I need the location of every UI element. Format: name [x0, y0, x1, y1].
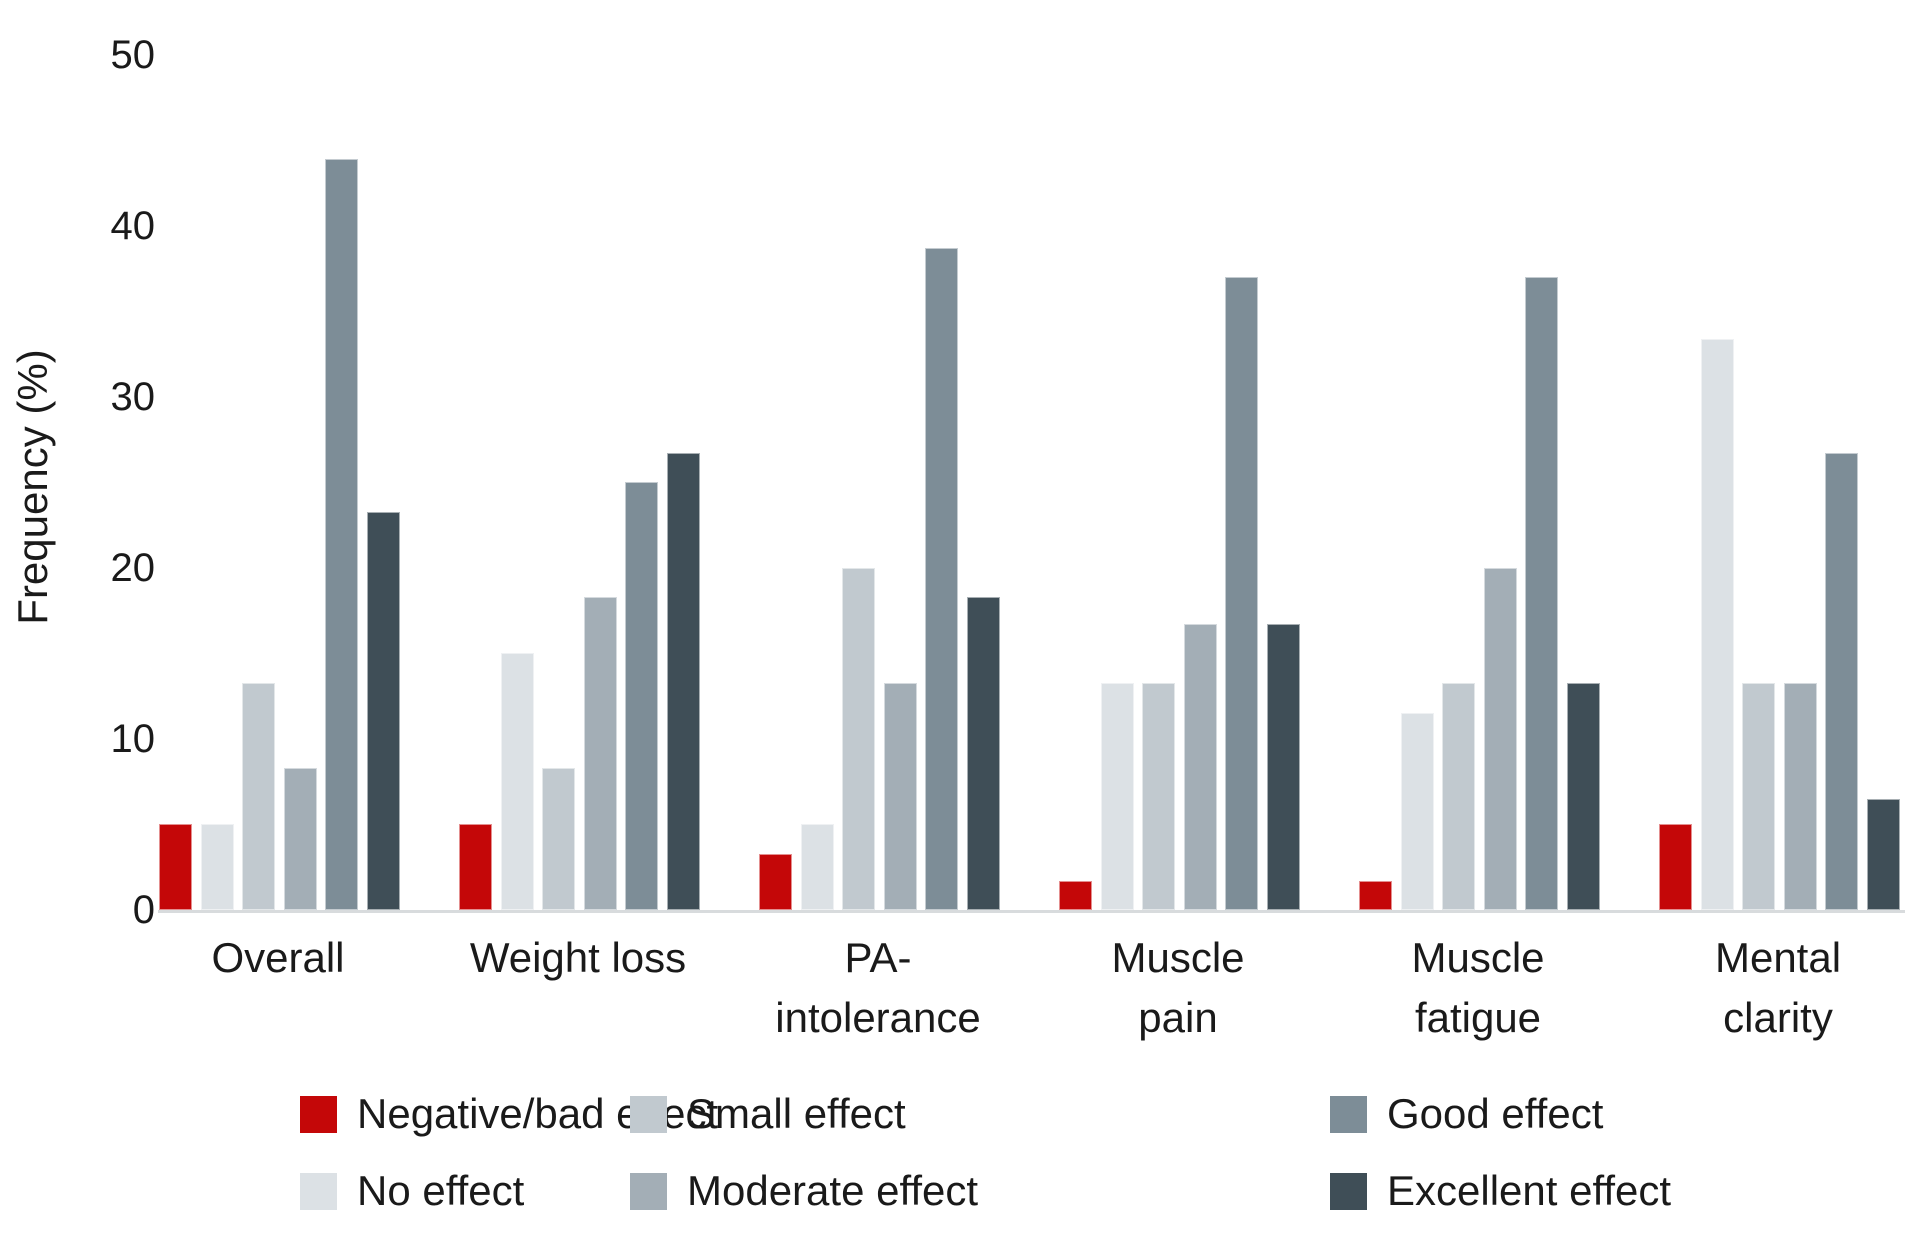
x-axis-label-line: PA-	[844, 934, 912, 981]
bar-small-effect-weight-loss	[542, 768, 575, 910]
legend-item-no-effect: No effect	[300, 1167, 524, 1215]
bar-small-effect-muscle-pain	[1142, 683, 1175, 910]
bar-negative-bad-effect-mental-clarity	[1659, 824, 1692, 910]
y-tick-label: 20	[110, 546, 156, 590]
x-axis-label-overall: Overall	[128, 928, 428, 988]
x-axis-label-line: clarity	[1723, 994, 1833, 1041]
legend-item-good-effect: Good effect	[1330, 1090, 1603, 1138]
y-tick-label: 30	[110, 375, 156, 419]
legend-item-small-effect: Small effect	[630, 1090, 906, 1138]
bar-small-effect-muscle-fatigue	[1442, 683, 1475, 910]
bar-excellent-effect-overall	[367, 512, 400, 910]
x-axis-label-weight-loss: Weight loss	[428, 928, 728, 988]
bar-no-effect-pa-intolerance	[801, 824, 834, 910]
bar-negative-bad-effect-muscle-fatigue	[1359, 881, 1392, 910]
legend-swatch-icon	[630, 1095, 667, 1133]
bar-no-effect-weight-loss	[501, 653, 534, 910]
bar-negative-bad-effect-weight-loss	[459, 824, 492, 910]
x-axis-label-line: Mental	[1714, 934, 1842, 981]
x-axis-label-pa-intolerance: PA-intolerance	[728, 928, 1028, 1048]
legend-label: No effect	[357, 1167, 525, 1214]
bar-no-effect-muscle-pain	[1101, 683, 1134, 910]
bar-excellent-effect-mental-clarity	[1867, 799, 1900, 910]
legend-label: Good effect	[1387, 1090, 1604, 1137]
bar-good-effect-muscle-pain	[1225, 277, 1258, 910]
y-tick-label: 40	[110, 204, 156, 248]
bar-excellent-effect-pa-intolerance	[967, 597, 1000, 910]
x-axis-label-line: Muscle	[1411, 934, 1545, 981]
legend-item-moderate-effect: Moderate effect	[630, 1167, 978, 1215]
legend-item-excellent-effect: Excellent effect	[1330, 1167, 1671, 1215]
legend-swatch-icon	[630, 1172, 667, 1210]
bar-moderate-effect-muscle-pain	[1184, 624, 1217, 910]
legend-swatch-icon	[1330, 1172, 1367, 1210]
bar-excellent-effect-muscle-pain	[1267, 624, 1300, 910]
legend-label: Small effect	[687, 1090, 906, 1137]
x-axis-label-line: pain	[1138, 994, 1218, 1041]
bar-moderate-effect-mental-clarity	[1784, 683, 1817, 910]
bar-small-effect-overall	[242, 683, 275, 910]
legend-swatch-icon	[300, 1172, 337, 1210]
y-tick-label: 0	[132, 888, 155, 932]
legend-swatch-icon	[300, 1095, 337, 1133]
x-axis-label-line: Muscle	[1111, 934, 1245, 981]
legend-label: Moderate effect	[687, 1167, 979, 1214]
bar-good-effect-weight-loss	[625, 482, 658, 910]
x-axis-label-line: Overall	[211, 934, 345, 981]
x-axis-line	[158, 910, 1905, 913]
x-axis-label-line: fatigue	[1414, 994, 1542, 1041]
bar-excellent-effect-weight-loss	[667, 453, 700, 910]
bar-no-effect-muscle-fatigue	[1401, 713, 1434, 910]
bar-good-effect-pa-intolerance	[925, 248, 958, 910]
x-axis-label-muscle-pain: Muscle pain	[1028, 928, 1328, 1048]
x-axis-label-mental-clarity: Mental clarity	[1628, 928, 1917, 1048]
bar-good-effect-mental-clarity	[1825, 453, 1858, 910]
x-axis-label-line: intolerance	[775, 994, 981, 1041]
bar-good-effect-muscle-fatigue	[1525, 277, 1558, 910]
bar-negative-bad-effect-muscle-pain	[1059, 881, 1092, 910]
bar-moderate-effect-weight-loss	[584, 597, 617, 910]
bar-no-effect-mental-clarity	[1701, 339, 1734, 910]
bar-moderate-effect-muscle-fatigue	[1484, 568, 1517, 910]
x-axis-label-line: Weight loss	[469, 934, 687, 981]
bar-small-effect-pa-intolerance	[842, 568, 875, 910]
y-tick-label: 10	[110, 717, 156, 761]
legend-swatch-icon	[1330, 1095, 1367, 1133]
bar-excellent-effect-muscle-fatigue	[1567, 683, 1600, 910]
bar-moderate-effect-overall	[284, 768, 317, 910]
bar-negative-bad-effect-overall	[159, 824, 192, 910]
bar-no-effect-overall	[201, 824, 234, 910]
bar-moderate-effect-pa-intolerance	[884, 683, 917, 910]
y-tick-label: 50	[110, 33, 156, 77]
legend-label: Excellent effect	[1387, 1167, 1672, 1214]
x-axis-label-muscle-fatigue: Muscle fatigue	[1328, 928, 1628, 1048]
bar-negative-bad-effect-pa-intolerance	[759, 854, 792, 910]
bar-good-effect-overall	[325, 159, 358, 910]
bar-small-effect-mental-clarity	[1742, 683, 1775, 910]
